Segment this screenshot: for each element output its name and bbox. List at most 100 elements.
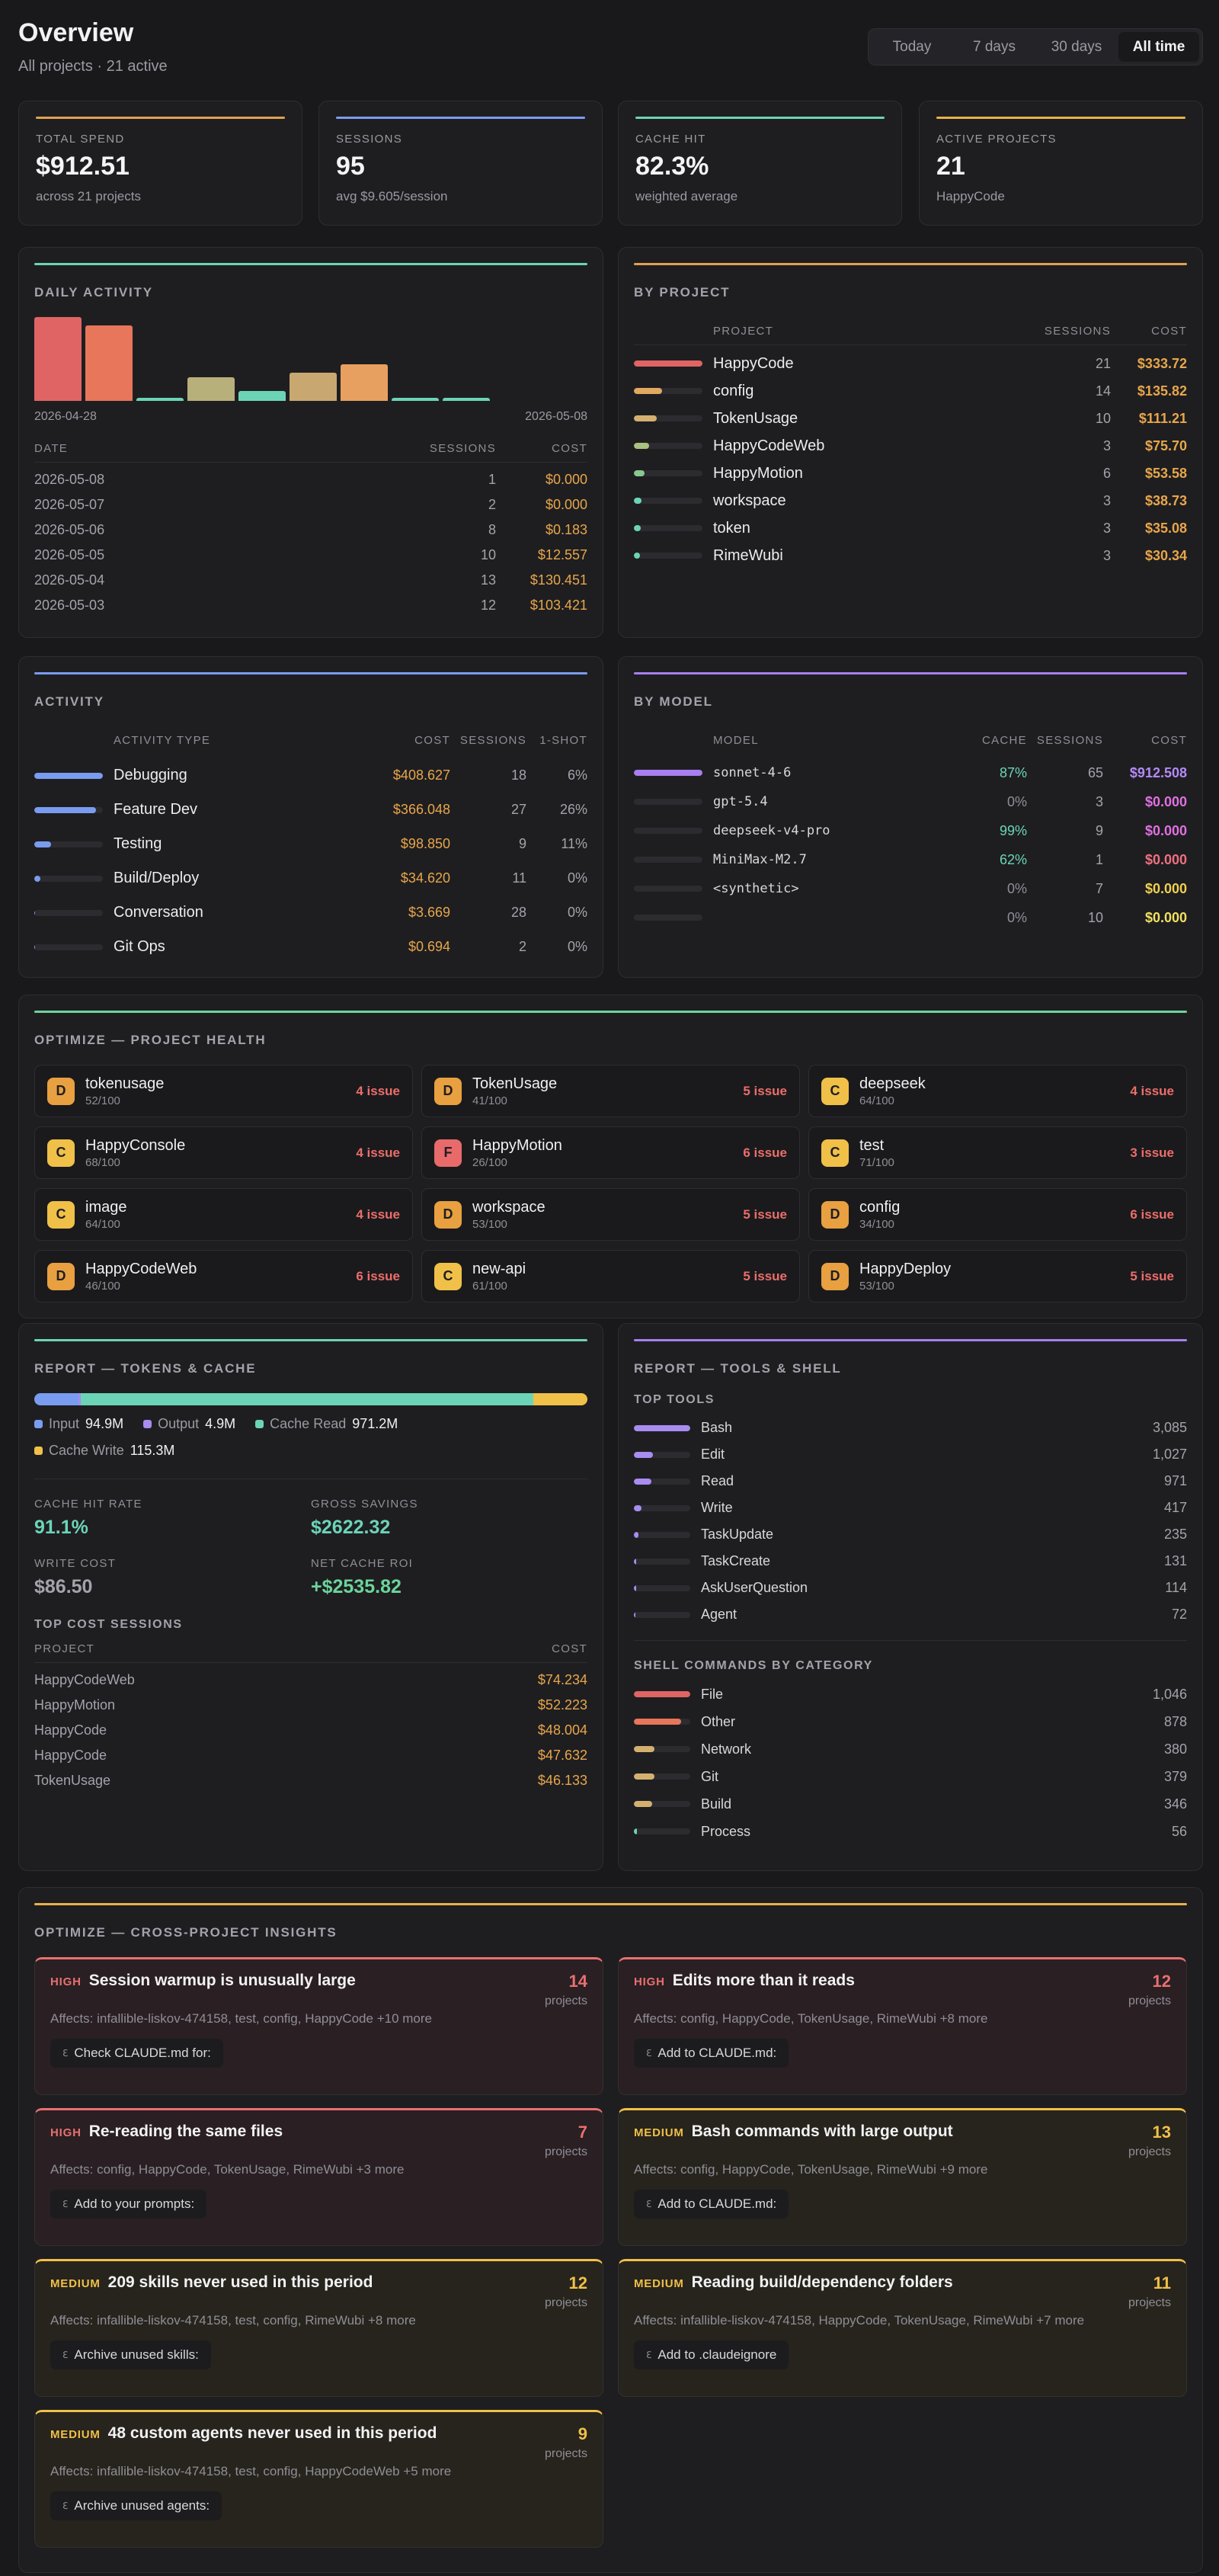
activity-row: Feature Dev $366.048 27 26%: [34, 793, 587, 827]
issue-count: 5 issue: [743, 1206, 787, 1222]
bar-track: [34, 875, 103, 882]
insight-unit: projects: [1128, 2145, 1171, 2158]
insight-card: MEDIUM 48 custom agents never used in thi…: [34, 2410, 603, 2548]
time-range-button[interactable]: 30 days: [1051, 38, 1102, 55]
project-name: workspace: [713, 492, 786, 509]
bar: [634, 525, 641, 531]
insight-affects: Affects: infallible-liskov-474158, Happy…: [634, 2313, 1085, 2328]
grade-badge: D: [434, 1077, 462, 1105]
health-card[interactable]: D HappyCodeWeb 46/100 6 issue: [34, 1250, 413, 1302]
stat-value: 95: [336, 152, 365, 181]
insight-action[interactable]: ℇ Archive unused agents:: [50, 2491, 222, 2520]
health-text: tokenusage 52/100: [85, 1075, 164, 1107]
sessions: 65: [1087, 764, 1103, 780]
stat-value: 82.3%: [635, 152, 709, 181]
project-name: HappyDeploy: [859, 1260, 952, 1277]
legend-value: 115.3M: [130, 1443, 175, 1458]
cache: 0%: [1006, 793, 1027, 809]
shell-count: 379: [1163, 1768, 1187, 1784]
bar-track: [634, 1451, 690, 1458]
sessions: 1: [488, 472, 496, 487]
subsection-title: SHELL COMMANDS BY CATEGORY: [634, 1659, 873, 1672]
activity-row: Conversation $3.669 28 0%: [34, 896, 587, 930]
shell-category: Other: [701, 1713, 736, 1729]
accent-line: [36, 117, 285, 119]
stat-label: CACHE HIT: [635, 133, 706, 146]
stat-label: SESSIONS: [336, 133, 403, 146]
grade-badge: D: [47, 1262, 75, 1290]
sessions: 3: [1095, 793, 1103, 809]
health-card[interactable]: F HappyMotion 26/100 6 issue: [421, 1126, 800, 1179]
accent-line: [34, 1011, 1187, 1013]
cache: 87%: [999, 764, 1027, 780]
legend-value: 94.9M: [85, 1416, 124, 1431]
metric-value: 91.1%: [34, 1517, 88, 1538]
insight-count-box: 11 projects: [1128, 2273, 1171, 2310]
legend-item: Input 94.9M: [34, 1416, 123, 1432]
bar-track: [634, 1424, 690, 1431]
cost: $333.72: [1137, 355, 1187, 371]
insight-action[interactable]: ℇ Add to CLAUDE.md:: [634, 2039, 789, 2068]
health-text: test 71/100: [859, 1137, 894, 1169]
bar-track: [34, 944, 103, 950]
project-name: tokenusage: [85, 1075, 165, 1092]
time-range-button[interactable]: 7 days: [973, 38, 1016, 55]
health-text: image 64/100: [85, 1199, 126, 1231]
insight-action[interactable]: ℇ Add to CLAUDE.md:: [634, 2190, 789, 2219]
bar-track: [634, 886, 702, 892]
bar: [634, 1478, 652, 1485]
health-text: HappyDeploy 53/100: [859, 1261, 951, 1293]
shell-category: File: [701, 1686, 724, 1702]
metric-label: GROSS SAVINGS: [311, 1498, 418, 1511]
daily-bar: [290, 372, 337, 401]
bar: [634, 1611, 635, 1618]
time-range-button[interactable]: Today: [892, 38, 932, 55]
insight-action[interactable]: ℇ Add to your prompts:: [50, 2190, 207, 2219]
insight-header: HIGH Edits more than it reads 12 projects: [634, 1972, 1171, 2008]
project-row: HappyCode 21 $333.72: [634, 350, 1187, 377]
stat-card: ACTIVE PROJECTS 21 HappyCode: [919, 101, 1203, 226]
health-score: 64/100: [859, 1094, 894, 1107]
grade-badge: C: [434, 1262, 462, 1290]
bar-track: [634, 915, 702, 921]
insight-count: 14: [568, 1972, 587, 1991]
cost: $53.58: [1144, 465, 1187, 481]
health-card[interactable]: C HappyConsole 68/100 4 issue: [34, 1126, 413, 1179]
bar: [634, 388, 662, 394]
one-shot: 0%: [567, 939, 587, 954]
health-score: 64/100: [85, 1217, 120, 1231]
bar-track: [34, 841, 103, 847]
health-score: 53/100: [472, 1217, 507, 1231]
bar-track: [634, 360, 702, 367]
legend-item: Cache Write 115.3M: [34, 1443, 174, 1459]
session-row: HappyCodeWeb $74.234: [34, 1668, 587, 1693]
grade-badge: F: [434, 1139, 462, 1167]
stat-note: HappyCode: [936, 189, 1005, 203]
insight-unit: projects: [544, 2296, 587, 2309]
tool-row: TaskCreate 131: [634, 1548, 1187, 1575]
stat-note: avg $9.605/session: [336, 189, 448, 203]
tool-count: 72: [1171, 1607, 1187, 1622]
project-name: config: [859, 1198, 901, 1216]
issue-count: 3 issue: [1130, 1145, 1174, 1160]
insight-action[interactable]: ℇ Add to .claudeignore: [634, 2341, 789, 2369]
grade-badge: C: [821, 1139, 849, 1167]
health-card[interactable]: D HappyDeploy 53/100 5 issue: [808, 1250, 1187, 1302]
activity-name: Conversation: [114, 904, 203, 921]
token-legend: Input 94.9M Output 4.9M Cache Read 971.2M Cach…: [34, 1416, 461, 1459]
project: HappyCodeWeb: [34, 1672, 135, 1687]
time-range-button[interactable]: All time: [1118, 32, 1199, 62]
health-card[interactable]: D TokenUsage 41/100 5 issue: [421, 1065, 800, 1117]
insight-action[interactable]: ℇ Check CLAUDE.md for:: [50, 2039, 223, 2068]
bar: [634, 1451, 653, 1458]
sessions: 7: [1095, 880, 1103, 896]
bar: [34, 806, 96, 813]
insight-action[interactable]: ℇ Archive unused skills:: [50, 2341, 211, 2369]
